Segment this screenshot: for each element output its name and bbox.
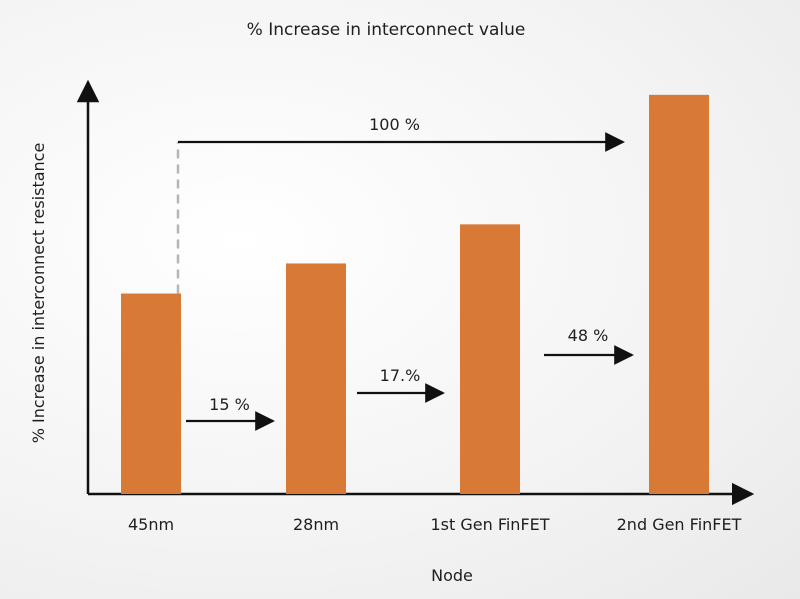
bar-3 [649,94,709,495]
bar-0 [121,293,181,494]
y-axis-label: % Increase in interconnect resistance [29,143,48,444]
annotation-label-0: 15 % [209,395,250,414]
x-axis-label: Node [431,566,473,585]
x-tick-label: 45nm [128,515,174,534]
x-tick-label: 2nd Gen FinFET [617,515,742,534]
annotation-group: 15 % 17.% 48 % 100 % [176,115,634,431]
x-tick-label: 28nm [293,515,339,534]
chart-title: % Increase in interconnect value [247,20,526,40]
bar-2 [460,224,520,494]
annotation-label-1: 17.% [380,366,421,385]
x-tick-label: 1st Gen FinFET [430,515,549,534]
bar-1 [286,263,346,494]
annotation-label-2: 48 % [568,326,609,345]
bar-group [121,94,709,495]
annotation-label-3: 100 % [369,115,420,134]
tick-label-group: 45nm 28nm 1st Gen FinFET 2nd Gen FinFET [128,515,742,534]
